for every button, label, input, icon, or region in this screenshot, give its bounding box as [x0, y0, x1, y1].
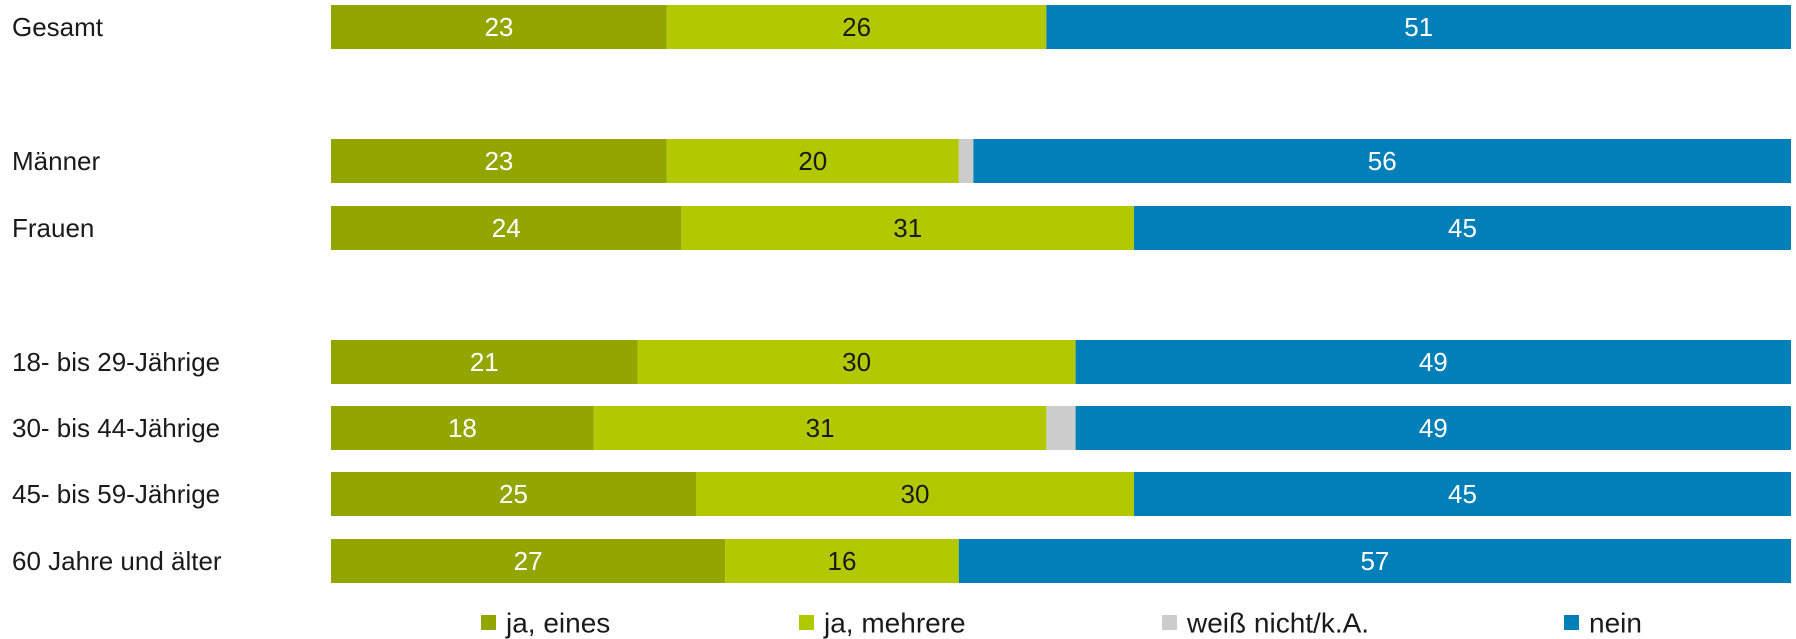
bar-segment-männer-series-2 — [958, 139, 974, 183]
value-label-gesamt-series-0: 23 — [484, 12, 513, 42]
legend-label-2: weiß nicht/k.A. — [1186, 608, 1369, 639]
value-label-gesamt-series-3: 51 — [1404, 12, 1433, 42]
category-label-45-bis-59-jährige: 45- bis 59-Jährige — [12, 479, 220, 509]
category-label-60-jahre-und-älter: 60 Jahre und älter — [12, 546, 222, 576]
value-label-45-bis-59-jährige-series-1: 30 — [901, 479, 930, 509]
category-label-frauen: Frauen — [12, 213, 94, 243]
category-label-männer: Männer — [12, 146, 100, 176]
legend-label-0: ja, eines — [505, 608, 610, 639]
bar-segment-60-jahre-und-älter-series-0 — [331, 539, 726, 583]
value-label-45-bis-59-jährige-series-0: 25 — [499, 479, 528, 509]
value-label-18-bis-29-jährige-series-3: 49 — [1419, 347, 1448, 377]
bar-segment-frauen-series-0 — [331, 206, 682, 250]
bar-segment-30-bis-44-jährige-series-1 — [593, 406, 1047, 450]
bars-layer: 23 26 51 23 20 56 24 31 45 21 30 49 18 31 49 25 30 45 27 16… — [331, 5, 1791, 583]
value-label-männer-series-0: 23 — [484, 146, 513, 176]
value-label-männer-series-3: 56 — [1368, 146, 1397, 176]
value-label-60-jahre-und-älter-series-0: 27 — [514, 546, 543, 576]
legend: ja, eines ja, mehrere weiß nicht/k.A. nein — [481, 608, 1642, 639]
bar-segment-gesamt-series-0 — [331, 5, 667, 49]
value-label-30-bis-44-jährige-series-3: 49 — [1419, 413, 1448, 443]
bar-segment-männer-series-3 — [973, 139, 1791, 183]
bar-segment-60-jahre-und-älter-series-1 — [725, 539, 959, 583]
legend-swatch-1 — [799, 615, 814, 630]
value-label-18-bis-29-jährige-series-1: 30 — [842, 347, 871, 377]
bar-segment-18-bis-29-jährige-series-3 — [1075, 340, 1791, 384]
bar-segment-frauen-series-1 — [681, 206, 1134, 250]
bar-segment-männer-series-0 — [331, 139, 667, 183]
bar-segment-18-bis-29-jährige-series-1 — [637, 340, 1076, 384]
value-label-30-bis-44-jährige-series-1: 31 — [806, 413, 835, 443]
legend-swatch-3 — [1564, 615, 1579, 630]
value-label-30-bis-44-jährige-series-0: 18 — [448, 413, 477, 443]
bar-segment-30-bis-44-jährige-series-2 — [1046, 406, 1076, 450]
bar-segment-30-bis-44-jährige-series-0 — [331, 406, 594, 450]
value-label-60-jahre-und-älter-series-3: 57 — [1360, 546, 1389, 576]
category-label-30-bis-44-jährige: 30- bis 44-Jährige — [12, 413, 220, 443]
value-label-45-bis-59-jährige-series-3: 45 — [1448, 479, 1477, 509]
bar-segment-männer-series-1 — [666, 139, 959, 183]
legend-label-1: ja, mehrere — [823, 608, 966, 639]
bar-segment-18-bis-29-jährige-series-0 — [331, 340, 638, 384]
value-label-männer-series-1: 20 — [798, 146, 827, 176]
category-label-gesamt: Gesamt — [12, 12, 104, 42]
category-label-18-bis-29-jährige: 18- bis 29-Jährige — [12, 347, 220, 377]
bar-segment-45-bis-59-jährige-series-1 — [696, 472, 1134, 516]
bar-segment-gesamt-series-1 — [666, 5, 1047, 49]
legend-label-3: nein — [1589, 608, 1642, 639]
bar-segment-30-bis-44-jährige-series-3 — [1075, 406, 1791, 450]
bar-segment-gesamt-series-3 — [1046, 5, 1791, 49]
value-label-frauen-series-3: 45 — [1448, 213, 1477, 243]
bar-segment-60-jahre-und-älter-series-3 — [958, 539, 1791, 583]
value-label-gesamt-series-1: 26 — [842, 12, 871, 42]
value-label-frauen-series-0: 24 — [492, 213, 521, 243]
legend-swatch-2 — [1162, 615, 1177, 630]
category-labels: Gesamt Männer Frauen 18- bis 29-Jährige 30- … — [12, 12, 222, 576]
bar-segment-45-bis-59-jährige-series-0 — [331, 472, 696, 516]
value-label-60-jahre-und-älter-series-1: 16 — [828, 546, 857, 576]
bar-segment-frauen-series-3 — [1134, 206, 1791, 250]
value-label-18-bis-29-jährige-series-0: 21 — [470, 347, 499, 377]
bar-segment-45-bis-59-jährige-series-3 — [1134, 472, 1791, 516]
legend-swatch-0 — [481, 615, 496, 630]
value-label-frauen-series-1: 31 — [893, 213, 922, 243]
